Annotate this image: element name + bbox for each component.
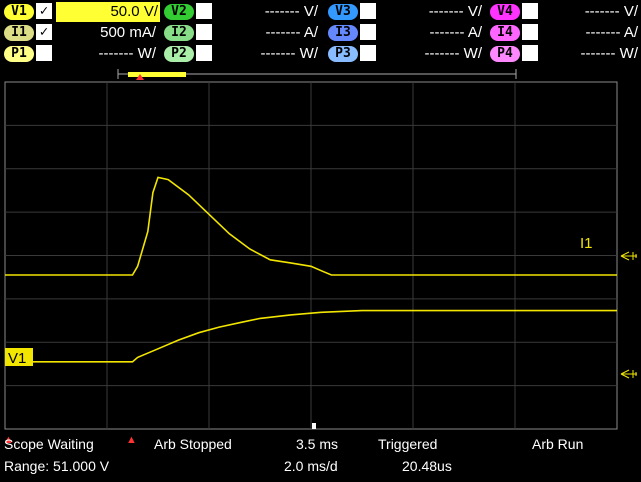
channel-badge-p4[interactable]: P4: [490, 46, 520, 62]
trigger-time: 20.48us: [402, 458, 452, 474]
value-i1[interactable]: 500 mA/: [100, 24, 156, 41]
ground-arrow-icon[interactable]: [620, 369, 637, 379]
timebase-indicator[interactable]: [117, 69, 517, 80]
value-v3[interactable]: ------- V/: [428, 3, 482, 20]
trace-label-i1: I1: [580, 235, 593, 252]
trace-v1: [5, 309, 617, 363]
channel-badge-p2[interactable]: P2: [164, 46, 194, 62]
trigger-position-icon: [136, 74, 144, 80]
channel-header: V1 ✓ 50.0 V/ V2 ------- V/ V3 ------- V/…: [0, 0, 641, 69]
channel-badge-v3[interactable]: V3: [328, 4, 358, 20]
range-readout: Range: 51.000 V: [4, 458, 110, 474]
channel-badge-i2[interactable]: I2: [164, 25, 194, 41]
trace-label-v1-bg: [5, 348, 33, 366]
checkbox-i3[interactable]: [360, 24, 376, 40]
value-p2[interactable]: ------- W/: [260, 45, 318, 62]
value-v1[interactable]: 50.0 V/: [56, 2, 160, 22]
status-bar: ▲ ▲ Scope Waiting Range: 51.000 V Arb St…: [0, 430, 641, 482]
grid: [5, 82, 617, 429]
channel-badge-p1[interactable]: P1: [4, 46, 34, 62]
current-row: I1 ✓ 500 mA/ I2 ------- A/ I3 ------- A/…: [0, 23, 641, 43]
trace-label-v1: V1: [8, 350, 26, 367]
time-per-div[interactable]: 2.0 ms/d: [284, 458, 338, 474]
checkbox-v4[interactable]: [522, 3, 538, 19]
checkbox-i4[interactable]: [522, 24, 538, 40]
value-v2[interactable]: ------- V/: [264, 3, 318, 20]
checkbox-p1[interactable]: [36, 45, 52, 61]
time-offset-marker: [312, 423, 316, 429]
checkbox-i1[interactable]: ✓: [36, 24, 52, 40]
checkbox-i2[interactable]: [196, 24, 212, 40]
channel-badge-i1[interactable]: I1: [4, 25, 34, 41]
channel-badge-v4[interactable]: V4: [490, 4, 520, 20]
ground-arrow-icon[interactable]: [620, 251, 637, 261]
channel-badge-v1[interactable]: V1: [4, 4, 34, 20]
trigger-marker-icon: ▲: [126, 434, 137, 446]
value-p4[interactable]: ------- W/: [580, 45, 638, 62]
checkbox-v2[interactable]: [196, 3, 212, 19]
value-p1[interactable]: ------- W/: [98, 45, 156, 62]
arb-run[interactable]: Arb Run: [532, 436, 584, 452]
voltage-row: V1 ✓ 50.0 V/ V2 ------- V/ V3 ------- V/…: [0, 2, 641, 22]
value-v4[interactable]: ------- V/: [584, 3, 638, 20]
time-offset[interactable]: 3.5 ms: [296, 436, 339, 452]
trigger-state: Triggered: [378, 436, 438, 452]
value-i2[interactable]: ------- A/: [265, 24, 318, 41]
checkbox-p2[interactable]: [196, 45, 212, 61]
value-p3[interactable]: ------- W/: [424, 45, 482, 62]
scope-plot[interactable]: I1 V1: [0, 66, 641, 430]
checkbox-v3[interactable]: [360, 3, 376, 19]
scope-state[interactable]: Scope Waiting: [4, 436, 94, 452]
channel-badge-v2[interactable]: V2: [164, 4, 194, 20]
channel-badge-i3[interactable]: I3: [328, 25, 358, 41]
checkbox-p3[interactable]: [360, 45, 376, 61]
value-i3[interactable]: ------- A/: [429, 24, 482, 41]
trigger-marker-icon: ▲: [3, 434, 14, 446]
checkbox-v1[interactable]: ✓: [36, 3, 52, 19]
arb-state[interactable]: Arb Stopped: [154, 436, 232, 452]
power-row: P1 ------- W/ P2 ------- W/ P3 ------- W…: [0, 44, 641, 64]
checkbox-p4[interactable]: [522, 45, 538, 61]
channel-badge-p3[interactable]: P3: [328, 46, 358, 62]
channel-badge-i4[interactable]: I4: [490, 25, 520, 41]
trace-i1: [5, 176, 617, 276]
value-i4[interactable]: ------- A/: [585, 24, 638, 41]
